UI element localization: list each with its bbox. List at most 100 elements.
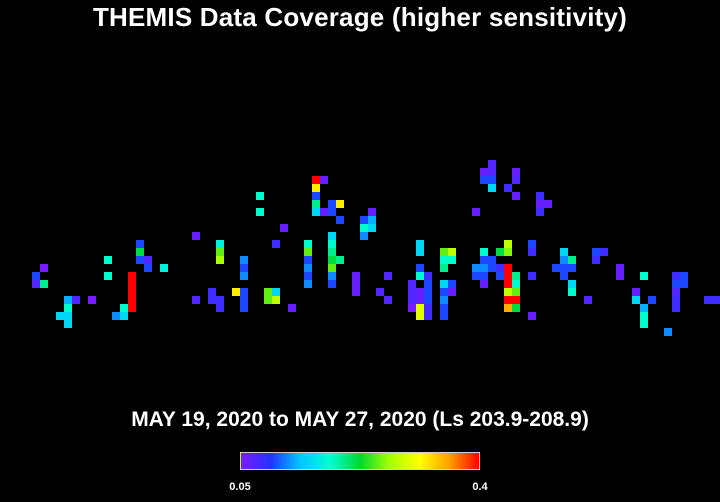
coverage-cell <box>232 288 240 296</box>
coverage-cell <box>304 256 312 264</box>
coverage-cell <box>488 184 496 192</box>
coverage-cell <box>536 192 544 200</box>
coverage-cell <box>712 296 720 304</box>
coverage-cell <box>408 304 416 312</box>
coverage-cell <box>496 272 504 280</box>
coverage-cell <box>328 208 336 216</box>
coverage-cell <box>264 296 272 304</box>
coverage-cell <box>240 256 248 264</box>
coverage-cell <box>424 280 432 288</box>
coverage-cell <box>376 288 384 296</box>
coverage-cell <box>560 272 568 280</box>
coverage-cell <box>360 216 368 224</box>
coverage-cell <box>272 296 280 304</box>
coverage-cell <box>504 272 512 280</box>
coverage-cell <box>640 272 648 280</box>
date-range-subtitle: MAY 19, 2020 to MAY 27, 2020 (Ls 203.9-2… <box>131 408 589 431</box>
coverage-cell <box>128 288 136 296</box>
coverage-cell <box>480 264 488 272</box>
coverage-cell <box>504 280 512 288</box>
coverage-cell <box>328 248 336 256</box>
coverage-cell <box>536 208 544 216</box>
coverage-cell <box>136 256 144 264</box>
coverage-cell <box>416 304 424 312</box>
coverage-cell <box>208 296 216 304</box>
coverage-cell <box>440 280 448 288</box>
coverage-cell <box>328 280 336 288</box>
coverage-cell <box>512 168 520 176</box>
coverage-cell <box>504 264 512 272</box>
coverage-cell <box>568 256 576 264</box>
coverage-cell <box>600 248 608 256</box>
coverage-cell <box>128 304 136 312</box>
coverage-cell <box>40 264 48 272</box>
coverage-cell <box>504 248 512 256</box>
coverage-cell <box>384 272 392 280</box>
coverage-cell <box>64 312 72 320</box>
coverage-cell <box>672 288 680 296</box>
coverage-cell <box>544 200 552 208</box>
coverage-cell <box>528 240 536 248</box>
coverage-cell <box>504 304 512 312</box>
colorbar-min-label: 0.05 <box>229 481 251 493</box>
coverage-cell <box>136 240 144 248</box>
coverage-cell <box>440 296 448 304</box>
coverage-cell <box>320 208 328 216</box>
coverage-cell <box>424 288 432 296</box>
coverage-cell <box>504 296 512 304</box>
colorbar-max-label: 0.4 <box>472 481 488 493</box>
coverage-cell <box>560 264 568 272</box>
coverage-cell <box>64 320 72 328</box>
coverage-cell <box>528 272 536 280</box>
coverage-cell <box>56 312 64 320</box>
coverage-cell <box>336 216 344 224</box>
coverage-cell <box>680 272 688 280</box>
coverage-cell <box>328 272 336 280</box>
coverage-cell <box>136 248 144 256</box>
coverage-cell <box>328 264 336 272</box>
coverage-cell <box>416 296 424 304</box>
coverage-cell <box>512 304 520 312</box>
coverage-cell <box>640 320 648 328</box>
coverage-cell <box>328 200 336 208</box>
coverage-cell <box>304 272 312 280</box>
coverage-cell <box>592 256 600 264</box>
coverage-cell <box>64 304 72 312</box>
coverage-cell <box>128 272 136 280</box>
coverage-cell <box>328 232 336 240</box>
coverage-cell <box>568 288 576 296</box>
coverage-cell <box>528 312 536 320</box>
coverage-cell <box>320 176 328 184</box>
coverage-cell <box>472 264 480 272</box>
coverage-cell <box>528 248 536 256</box>
coverage-cell <box>512 288 520 296</box>
coverage-cell <box>440 256 448 264</box>
coverage-cell <box>472 208 480 216</box>
coverage-cell <box>480 248 488 256</box>
coverage-cell <box>192 296 200 304</box>
coverage-cell <box>104 272 112 280</box>
coverage-cell <box>208 288 216 296</box>
coverage-cell <box>264 288 272 296</box>
coverage-cell <box>480 256 488 264</box>
coverage-cell <box>256 192 264 200</box>
coverage-cell <box>216 256 224 264</box>
coverage-cell <box>640 304 648 312</box>
coverage-cell <box>440 264 448 272</box>
coverage-cell <box>536 200 544 208</box>
coverage-cell <box>640 312 648 320</box>
coverage-cell <box>240 272 248 280</box>
coverage-cell <box>368 216 376 224</box>
coverage-cell <box>488 176 496 184</box>
coverage-cell <box>88 296 96 304</box>
coverage-cell <box>408 296 416 304</box>
coverage-cell <box>424 312 432 320</box>
coverage-cell <box>504 240 512 248</box>
coverage-cell <box>368 224 376 232</box>
coverage-cell <box>584 296 592 304</box>
coverage-cell <box>216 248 224 256</box>
coverage-cell <box>416 264 424 272</box>
coverage-cell <box>104 256 112 264</box>
coverage-cell <box>304 280 312 288</box>
